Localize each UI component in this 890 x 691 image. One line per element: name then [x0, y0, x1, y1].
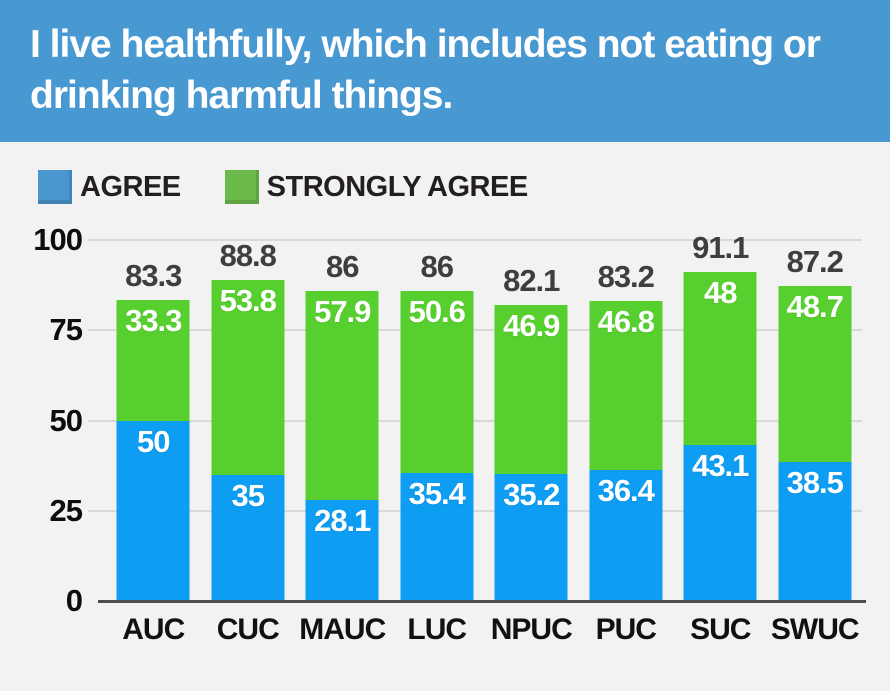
segment-agree-swuc: 38.5 [778, 462, 852, 601]
y-tick-label: 100 [33, 222, 83, 257]
segment-strongly-agree-auc-value: 33.3 [125, 303, 182, 339]
segment-strongly-agree-luc-value: 50.6 [408, 293, 466, 329]
segment-agree-mauc-value: 28.1 [314, 502, 371, 538]
plot-area: 33.3 50 83.3 53.8 35 88.8 57.9 28.1 86 50.6 35.4 86… [88, 230, 866, 603]
agree-swatch-icon [38, 170, 72, 204]
total-label-mauc: 86 [326, 248, 359, 284]
x-tick-label-suc: SUC [690, 613, 751, 646]
segment-strongly-agree-puc-value: 46.8 [597, 303, 655, 339]
bar-column-npuc: 46.9 35.2 82.1 [484, 240, 579, 601]
total-label-puc: 83.2 [597, 258, 655, 294]
segment-strongly-agree-npuc: 46.9 [494, 304, 568, 474]
stacked-bar-puc: 46.8 36.4 [589, 300, 663, 601]
x-tick-label-luc: LUC [407, 613, 467, 646]
x-tick-label-puc: PUC [595, 613, 657, 646]
total-label-suc: 91.1 [692, 230, 749, 266]
legend-label-strongly-agree: STRONGLY AGREE [266, 170, 529, 203]
stacked-bar-suc: 48 43.1 [683, 272, 757, 601]
y-tick-label: 0 [65, 583, 83, 618]
legend-item-strongly-agree: STRONGLY AGREE [224, 170, 529, 204]
segment-agree-npuc-value: 35.2 [503, 476, 560, 512]
segment-strongly-agree-luc: 50.6 [400, 290, 474, 474]
segment-strongly-agree-swuc-value: 48.7 [786, 289, 844, 325]
segment-strongly-agree-cuc: 53.8 [211, 280, 285, 475]
segment-agree-luc: 35.4 [400, 473, 474, 601]
segment-agree-auc: 50 [116, 420, 190, 601]
segment-strongly-agree-swuc: 48.7 [778, 286, 852, 463]
total-label-cuc: 88.8 [219, 238, 277, 274]
x-tick-label-swuc: SWUC [770, 613, 860, 646]
bars: 33.3 50 83.3 53.8 35 88.8 57.9 28.1 86 50.6 35.4 86… [106, 230, 863, 601]
segment-strongly-agree-npuc-value: 46.9 [503, 307, 560, 343]
gridline [88, 329, 862, 332]
segment-agree-cuc-value: 35 [231, 477, 265, 513]
segment-strongly-agree-suc: 48 [683, 272, 757, 446]
segment-strongly-agree-puc: 46.8 [589, 300, 663, 470]
stacked-bar-npuc: 46.9 35.2 [494, 304, 568, 601]
segment-strongly-agree-auc: 33.3 [116, 300, 190, 421]
bar-column-puc: 46.8 36.4 83.2 [579, 240, 674, 601]
segment-agree-cuc: 35 [211, 474, 285, 601]
stacked-bar-mauc: 57.9 28.1 [305, 290, 379, 601]
x-axis-labels: AUC CUC MAUC LUC NPUC PUC SUC SWUC [106, 613, 862, 647]
bar-column-auc: 33.3 50 83.3 [106, 240, 201, 601]
segment-strongly-agree-mauc-value: 57.9 [314, 293, 371, 329]
x-tick-label-cuc: CUC [216, 613, 280, 646]
segment-agree-npuc: 35.2 [494, 473, 568, 601]
chart-title: I live healthfully, which includes not e… [30, 23, 821, 117]
segment-agree-suc: 43.1 [683, 445, 757, 601]
stacked-bar-luc: 50.6 35.4 [400, 290, 474, 601]
legend-label-agree: AGREE [80, 170, 181, 203]
bar-column-mauc: 57.9 28.1 86 [295, 240, 390, 601]
y-tick-label: 25 [49, 492, 83, 528]
total-label-auc: 83.3 [125, 258, 182, 294]
segment-agree-suc-value: 43.1 [692, 448, 749, 484]
total-label-npuc: 82.1 [503, 262, 560, 298]
bar-column-cuc: 53.8 35 88.8 [201, 238, 296, 601]
y-tick-label: 50 [49, 402, 83, 438]
x-tick-label-npuc: NPUC [490, 613, 573, 646]
gridline [88, 419, 862, 422]
x-tick-label-mauc: MAUC [299, 613, 386, 646]
total-label-luc: 86 [420, 248, 454, 284]
segment-strongly-agree-mauc: 57.9 [305, 290, 379, 500]
y-axis-labels: 0 25 50 75 100 [18, 222, 83, 618]
stacked-bar-swuc: 48.7 38.5 [778, 286, 852, 601]
segment-agree-puc-value: 36.4 [597, 472, 655, 508]
strongly-agree-swatch-icon [224, 170, 259, 204]
gridline [88, 509, 862, 512]
segment-strongly-agree-suc-value: 48 [704, 275, 737, 311]
segment-agree-swuc-value: 38.5 [786, 465, 844, 501]
stacked-bar-auc: 33.3 50 [116, 300, 190, 601]
legend-item-agree: AGREE [38, 170, 181, 204]
header-banner: I live healthfully, which includes not e… [0, 0, 890, 142]
segment-strongly-agree-cuc-value: 53.8 [219, 283, 277, 319]
legend: AGREE STRONGLY AGREE [38, 170, 528, 204]
segment-agree-puc: 36.4 [589, 469, 663, 601]
y-tick-label: 75 [49, 312, 83, 348]
x-tick-label-auc: AUC [122, 613, 185, 646]
x-axis-line [98, 600, 866, 603]
gridline [88, 239, 862, 241]
bar-column-swuc: 48.7 38.5 87.2 [768, 240, 863, 601]
stacked-bar-cuc: 53.8 35 [211, 280, 285, 601]
segment-agree-auc-value: 50 [137, 423, 170, 459]
segment-agree-luc-value: 35.4 [408, 476, 466, 512]
bar-column-luc: 50.6 35.4 86 [390, 240, 485, 601]
bar-column-suc: 48 43.1 91.1 [673, 230, 768, 601]
segment-agree-mauc: 28.1 [305, 499, 379, 601]
total-label-swuc: 87.2 [786, 244, 844, 280]
